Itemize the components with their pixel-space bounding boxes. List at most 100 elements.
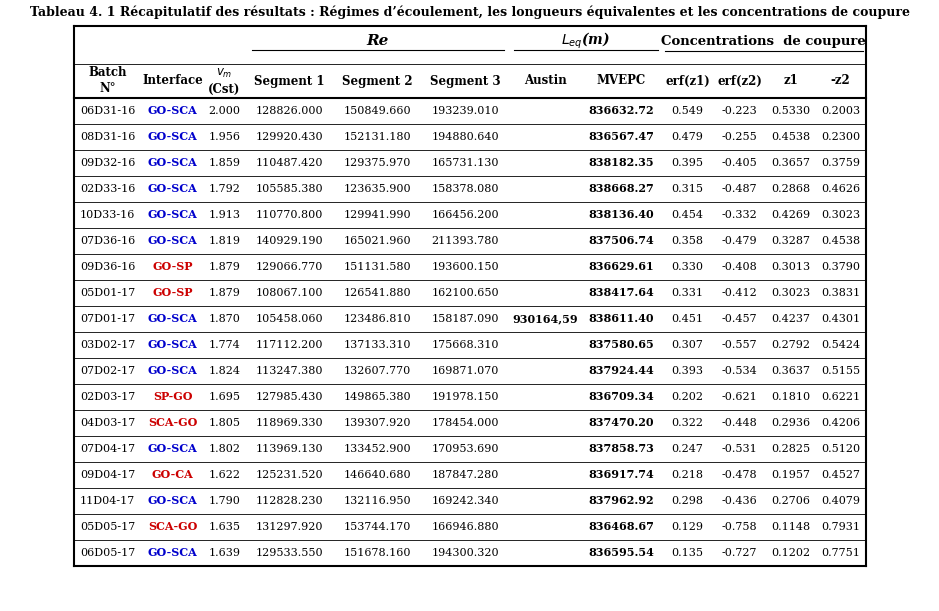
Text: 158378.080: 158378.080 bbox=[432, 184, 500, 194]
Text: -0.436: -0.436 bbox=[722, 496, 758, 506]
Text: 0.129: 0.129 bbox=[671, 522, 703, 532]
Text: 151131.580: 151131.580 bbox=[344, 262, 411, 272]
Text: -0.408: -0.408 bbox=[722, 262, 758, 272]
Text: 07D01-17: 07D01-17 bbox=[80, 314, 135, 324]
Text: 836632.72: 836632.72 bbox=[589, 106, 654, 117]
Text: 836629.61: 836629.61 bbox=[589, 262, 654, 273]
Text: 0.5120: 0.5120 bbox=[821, 444, 860, 454]
Text: 837858.73: 837858.73 bbox=[589, 444, 654, 455]
Text: -0.758: -0.758 bbox=[722, 522, 758, 532]
Text: 0.1202: 0.1202 bbox=[771, 548, 810, 558]
Text: GO-SP: GO-SP bbox=[152, 262, 192, 273]
Text: 0.3287: 0.3287 bbox=[771, 236, 810, 246]
Text: 0.3759: 0.3759 bbox=[821, 158, 860, 168]
Text: GO-SCA: GO-SCA bbox=[147, 340, 197, 351]
Text: 1.695: 1.695 bbox=[208, 392, 240, 402]
Text: 211393.780: 211393.780 bbox=[432, 236, 500, 246]
Text: GO-SCA: GO-SCA bbox=[147, 183, 197, 194]
Text: Austin: Austin bbox=[524, 75, 567, 87]
Text: 105458.060: 105458.060 bbox=[255, 314, 323, 324]
Text: 129533.550: 129533.550 bbox=[255, 548, 323, 558]
Text: Re: Re bbox=[366, 34, 389, 48]
Text: GO-SCA: GO-SCA bbox=[147, 444, 197, 455]
Text: 838668.27: 838668.27 bbox=[589, 183, 654, 194]
Text: 129066.770: 129066.770 bbox=[255, 262, 323, 272]
Text: Tableau 4. 1 Récapitulatif des résultats : Régimes d’écoulement, les longueurs é: Tableau 4. 1 Récapitulatif des résultats… bbox=[29, 5, 910, 19]
Text: 0.395: 0.395 bbox=[671, 158, 703, 168]
Text: 118969.330: 118969.330 bbox=[255, 418, 323, 428]
Text: 05D05-17: 05D05-17 bbox=[80, 522, 135, 532]
Text: GO-SCA: GO-SCA bbox=[147, 235, 197, 246]
Text: 0.3023: 0.3023 bbox=[771, 288, 810, 298]
Text: 166946.880: 166946.880 bbox=[432, 522, 500, 532]
Text: 137133.310: 137133.310 bbox=[344, 340, 411, 350]
Text: 838611.40: 838611.40 bbox=[589, 313, 654, 324]
Text: GO-SCA: GO-SCA bbox=[147, 313, 197, 324]
Text: 1.639: 1.639 bbox=[208, 548, 240, 558]
Text: 110770.800: 110770.800 bbox=[255, 210, 323, 220]
Text: 0.298: 0.298 bbox=[671, 496, 703, 506]
Text: 151678.160: 151678.160 bbox=[344, 548, 411, 558]
Text: -0.557: -0.557 bbox=[722, 340, 758, 350]
Text: -0.255: -0.255 bbox=[722, 132, 758, 142]
Text: Segment 2: Segment 2 bbox=[342, 75, 413, 87]
Text: 1.635: 1.635 bbox=[208, 522, 240, 532]
Text: 2.000: 2.000 bbox=[208, 106, 240, 116]
Text: -0.478: -0.478 bbox=[722, 470, 758, 480]
Text: 02D03-17: 02D03-17 bbox=[80, 392, 135, 402]
Text: 0.3637: 0.3637 bbox=[771, 366, 810, 376]
Text: SP-GO: SP-GO bbox=[153, 392, 192, 403]
Text: -0.479: -0.479 bbox=[722, 236, 758, 246]
Text: 123486.810: 123486.810 bbox=[344, 314, 411, 324]
Text: 836567.47: 836567.47 bbox=[589, 131, 654, 142]
Text: 0.4527: 0.4527 bbox=[821, 470, 860, 480]
Text: 0.4301: 0.4301 bbox=[821, 314, 860, 324]
Text: 0.4206: 0.4206 bbox=[821, 418, 860, 428]
Text: 0.3023: 0.3023 bbox=[821, 210, 860, 220]
Text: GO-SCA: GO-SCA bbox=[147, 210, 197, 221]
Text: 127985.430: 127985.430 bbox=[255, 392, 323, 402]
Text: 187847.280: 187847.280 bbox=[432, 470, 500, 480]
Text: 123635.900: 123635.900 bbox=[344, 184, 411, 194]
Text: Batch
N°: Batch N° bbox=[88, 67, 127, 95]
Text: 128826.000: 128826.000 bbox=[255, 106, 323, 116]
Text: -0.223: -0.223 bbox=[722, 106, 758, 116]
Text: 0.2936: 0.2936 bbox=[771, 418, 810, 428]
Text: 166456.200: 166456.200 bbox=[432, 210, 500, 220]
Text: -z2: -z2 bbox=[831, 75, 851, 87]
Text: 0.3790: 0.3790 bbox=[821, 262, 860, 272]
Text: 194880.640: 194880.640 bbox=[432, 132, 500, 142]
Text: -0.332: -0.332 bbox=[722, 210, 758, 220]
Text: -0.531: -0.531 bbox=[722, 444, 758, 454]
Text: 129920.430: 129920.430 bbox=[255, 132, 323, 142]
Text: 0.7931: 0.7931 bbox=[821, 522, 860, 532]
Text: 06D05-17: 06D05-17 bbox=[80, 548, 135, 558]
Text: 0.549: 0.549 bbox=[671, 106, 703, 116]
Text: 133452.900: 133452.900 bbox=[344, 444, 411, 454]
Text: 113969.130: 113969.130 bbox=[255, 444, 323, 454]
Text: 1.792: 1.792 bbox=[208, 184, 240, 194]
Text: 04D03-17: 04D03-17 bbox=[80, 418, 135, 428]
Text: 0.393: 0.393 bbox=[671, 366, 703, 376]
Text: 1.879: 1.879 bbox=[208, 262, 240, 272]
Text: GO-SCA: GO-SCA bbox=[147, 496, 197, 507]
Text: 1.913: 1.913 bbox=[208, 210, 240, 220]
Text: 140929.190: 140929.190 bbox=[255, 236, 323, 246]
Text: 0.479: 0.479 bbox=[671, 132, 703, 142]
Text: 0.4269: 0.4269 bbox=[771, 210, 810, 220]
Text: GO-SCA: GO-SCA bbox=[147, 106, 197, 117]
Text: 0.1148: 0.1148 bbox=[771, 522, 810, 532]
Text: 837580.65: 837580.65 bbox=[589, 340, 654, 351]
Text: -0.727: -0.727 bbox=[722, 548, 757, 558]
Text: 146640.680: 146640.680 bbox=[344, 470, 411, 480]
Text: GO-SCA: GO-SCA bbox=[147, 365, 197, 376]
Text: 1.824: 1.824 bbox=[208, 366, 240, 376]
Text: 0.5330: 0.5330 bbox=[771, 106, 810, 116]
Text: 836595.54: 836595.54 bbox=[589, 547, 654, 558]
Text: 0.218: 0.218 bbox=[671, 470, 703, 480]
Text: 838136.40: 838136.40 bbox=[589, 210, 654, 221]
Text: 0.7751: 0.7751 bbox=[821, 548, 860, 558]
Text: 0.4538: 0.4538 bbox=[771, 132, 810, 142]
Text: 0.3013: 0.3013 bbox=[771, 262, 810, 272]
Text: 0.1957: 0.1957 bbox=[771, 470, 810, 480]
